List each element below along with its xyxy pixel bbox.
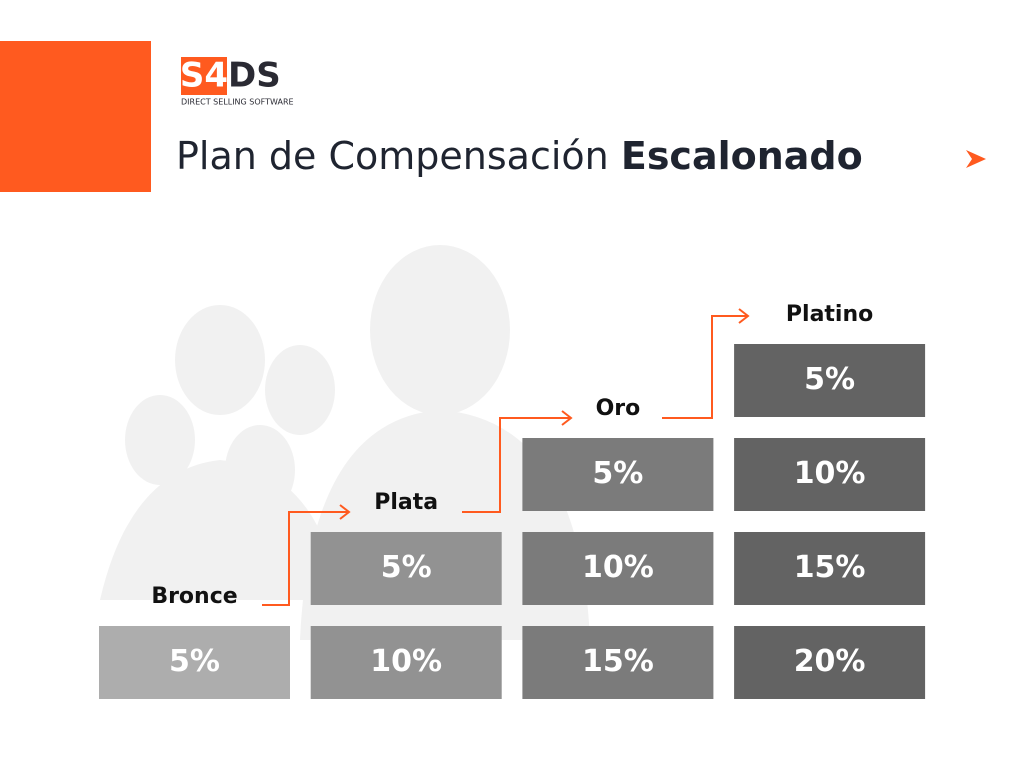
title: Plan de Compensación Escalonado — [176, 134, 863, 178]
cell-label: 20% — [794, 644, 866, 679]
cell-label: 5% — [381, 550, 432, 585]
cell-label: 10% — [794, 456, 866, 491]
tier-name: Plata — [374, 490, 438, 515]
tier-cell — [99, 626, 290, 699]
accent-block — [0, 41, 151, 192]
arrows — [262, 308, 750, 606]
tier-cell — [734, 344, 926, 417]
cell-label: 10% — [370, 644, 442, 679]
cell-label: 15% — [582, 644, 654, 679]
cell-label: 5% — [169, 644, 220, 679]
tier-cell — [522, 438, 714, 511]
tier-cell — [734, 626, 926, 699]
tier-cell — [310, 532, 502, 605]
cell-label: 5% — [804, 362, 855, 397]
tier-cell — [734, 532, 926, 605]
title-chevron — [966, 150, 986, 168]
tiers: Bronce 5% Plata 5% 10% Oro 5% 10% 15% Platino 5% 10… — [99, 302, 926, 699]
title-bold: Escalonado — [621, 134, 863, 178]
background-silhouettes — [100, 245, 590, 640]
cell-label: 10% — [582, 550, 654, 585]
tier-name: Platino — [786, 302, 873, 327]
title-regular: Plan de Compensación — [176, 134, 609, 178]
logo-right: DS — [228, 56, 281, 96]
tier-cell — [522, 626, 714, 699]
tier-name: Bronce — [151, 584, 237, 609]
cell-label: 5% — [592, 456, 643, 491]
tier-name: Oro — [596, 396, 641, 421]
tier-cell — [734, 438, 926, 511]
logo-badge — [181, 57, 227, 95]
logo-left: S4 — [180, 56, 228, 96]
cell-label: 15% — [794, 550, 866, 585]
logo-tagline: DIRECT SELLING SOFTWARE — [181, 98, 294, 107]
tier-cell — [522, 532, 714, 605]
tier-cell — [310, 626, 502, 699]
